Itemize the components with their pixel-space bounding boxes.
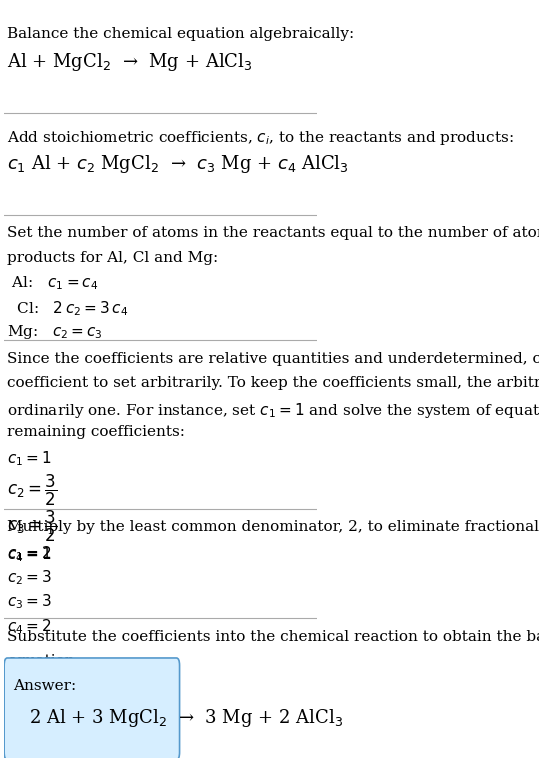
Text: $c_1 = 2$: $c_1 = 2$ xyxy=(8,545,52,563)
Text: Substitute the coefficients into the chemical reaction to obtain the balanced: Substitute the coefficients into the che… xyxy=(8,629,539,644)
Text: products for Al, Cl and Mg:: products for Al, Cl and Mg: xyxy=(8,251,218,264)
Text: Multiply by the least common denominator, 2, to eliminate fractional coefficient: Multiply by the least common denominator… xyxy=(8,520,539,534)
Text: $c_4 = 2$: $c_4 = 2$ xyxy=(8,617,52,636)
Text: $c_1$ Al + $c_2$ MgCl$_2$  →  $c_3$ Mg + $c_4$ AlCl$_3$: $c_1$ Al + $c_2$ MgCl$_2$ → $c_3$ Mg + $… xyxy=(8,152,349,174)
Text: remaining coefficients:: remaining coefficients: xyxy=(8,424,185,439)
Text: equation:: equation: xyxy=(8,654,80,668)
Text: Since the coefficients are relative quantities and underdetermined, choose a: Since the coefficients are relative quan… xyxy=(8,352,539,367)
Text: Set the number of atoms in the reactants equal to the number of atoms in the: Set the number of atoms in the reactants… xyxy=(8,226,539,241)
Text: coefficient to set arbitrarily. To keep the coefficients small, the arbitrary va: coefficient to set arbitrarily. To keep … xyxy=(8,376,539,390)
Text: Add stoichiometric coefficients, $c_i$, to the reactants and products:: Add stoichiometric coefficients, $c_i$, … xyxy=(8,129,514,146)
Text: ordinarily one. For instance, set $c_1 = 1$ and solve the system of equations fo: ordinarily one. For instance, set $c_1 =… xyxy=(8,401,539,420)
Text: $c_3 = \dfrac{3}{2}$: $c_3 = \dfrac{3}{2}$ xyxy=(8,509,57,544)
Text: Answer:: Answer: xyxy=(13,679,77,693)
Text: $c_3 = 3$: $c_3 = 3$ xyxy=(8,593,52,611)
Text: $c_1 = 1$: $c_1 = 1$ xyxy=(8,449,52,468)
Text: Balance the chemical equation algebraically:: Balance the chemical equation algebraica… xyxy=(8,27,355,41)
Text: 2 Al + 3 MgCl$_2$  →  3 Mg + 2 AlCl$_3$: 2 Al + 3 MgCl$_2$ → 3 Mg + 2 AlCl$_3$ xyxy=(29,707,343,729)
Text: $c_2 = 3$: $c_2 = 3$ xyxy=(8,568,52,588)
Text: $c_2 = \dfrac{3}{2}$: $c_2 = \dfrac{3}{2}$ xyxy=(8,473,57,508)
Text: Cl:   $2\,c_2 = 3\,c_4$: Cl: $2\,c_2 = 3\,c_4$ xyxy=(8,299,128,318)
Text: $c_4 = 1$: $c_4 = 1$ xyxy=(8,546,52,564)
Text: Al + MgCl$_2$  →  Mg + AlCl$_3$: Al + MgCl$_2$ → Mg + AlCl$_3$ xyxy=(8,51,253,73)
Text: Mg:   $c_2 = c_3$: Mg: $c_2 = c_3$ xyxy=(8,323,103,341)
FancyBboxPatch shape xyxy=(4,658,179,760)
Text: Al:   $c_1 = c_4$: Al: $c_1 = c_4$ xyxy=(8,275,99,293)
